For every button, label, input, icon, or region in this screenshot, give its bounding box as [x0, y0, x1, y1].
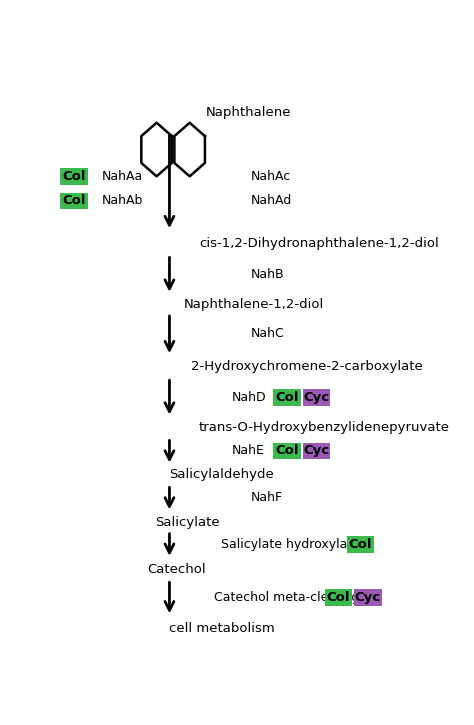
Text: Col: Col — [62, 194, 86, 207]
FancyBboxPatch shape — [273, 389, 301, 406]
Text: Col: Col — [327, 592, 350, 605]
FancyBboxPatch shape — [60, 168, 88, 185]
Text: Catechol meta-cleavage: Catechol meta-cleavage — [213, 592, 366, 605]
FancyBboxPatch shape — [302, 442, 330, 460]
Text: Col: Col — [275, 391, 299, 404]
FancyBboxPatch shape — [354, 589, 382, 606]
Text: Col: Col — [62, 170, 86, 183]
Text: NahC: NahC — [250, 327, 284, 340]
Text: Cyc: Cyc — [303, 391, 329, 404]
Text: Cyc: Cyc — [355, 592, 381, 605]
Text: Cyc: Cyc — [303, 444, 329, 457]
FancyBboxPatch shape — [273, 442, 301, 460]
Text: Col: Col — [275, 444, 299, 457]
Text: NahAa: NahAa — [101, 170, 143, 183]
Text: NahD: NahD — [232, 391, 266, 404]
Text: Naphthalene-1,2-diol: Naphthalene-1,2-diol — [184, 298, 324, 311]
Text: cell metabolism: cell metabolism — [169, 622, 275, 635]
Text: NahAd: NahAd — [250, 194, 292, 207]
Text: 2-Hydroxychromene-2-carboxylate: 2-Hydroxychromene-2-carboxylate — [191, 360, 423, 373]
Text: Catechol: Catechol — [147, 563, 206, 576]
Text: NahE: NahE — [232, 444, 265, 457]
Text: NahAb: NahAb — [101, 194, 143, 207]
Text: Salicylaldehyde: Salicylaldehyde — [169, 468, 274, 481]
Text: cis-1,2-Dihydronaphthalene-1,2-diol: cis-1,2-Dihydronaphthalene-1,2-diol — [199, 237, 438, 250]
Text: Salicylate hydroxylase: Salicylate hydroxylase — [221, 538, 362, 551]
FancyBboxPatch shape — [346, 536, 374, 553]
Text: NahB: NahB — [250, 268, 284, 281]
Text: Col: Col — [349, 538, 372, 551]
Text: Salicylate: Salicylate — [155, 516, 219, 529]
Text: NahAc: NahAc — [250, 170, 291, 183]
FancyBboxPatch shape — [302, 389, 330, 406]
FancyBboxPatch shape — [60, 193, 88, 210]
Text: Naphthalene: Naphthalene — [206, 106, 292, 119]
Text: NahF: NahF — [250, 492, 283, 505]
Text: trans-O-Hydroxybenzylidenepyruvate: trans-O-Hydroxybenzylidenepyruvate — [199, 421, 450, 434]
FancyBboxPatch shape — [325, 589, 352, 606]
